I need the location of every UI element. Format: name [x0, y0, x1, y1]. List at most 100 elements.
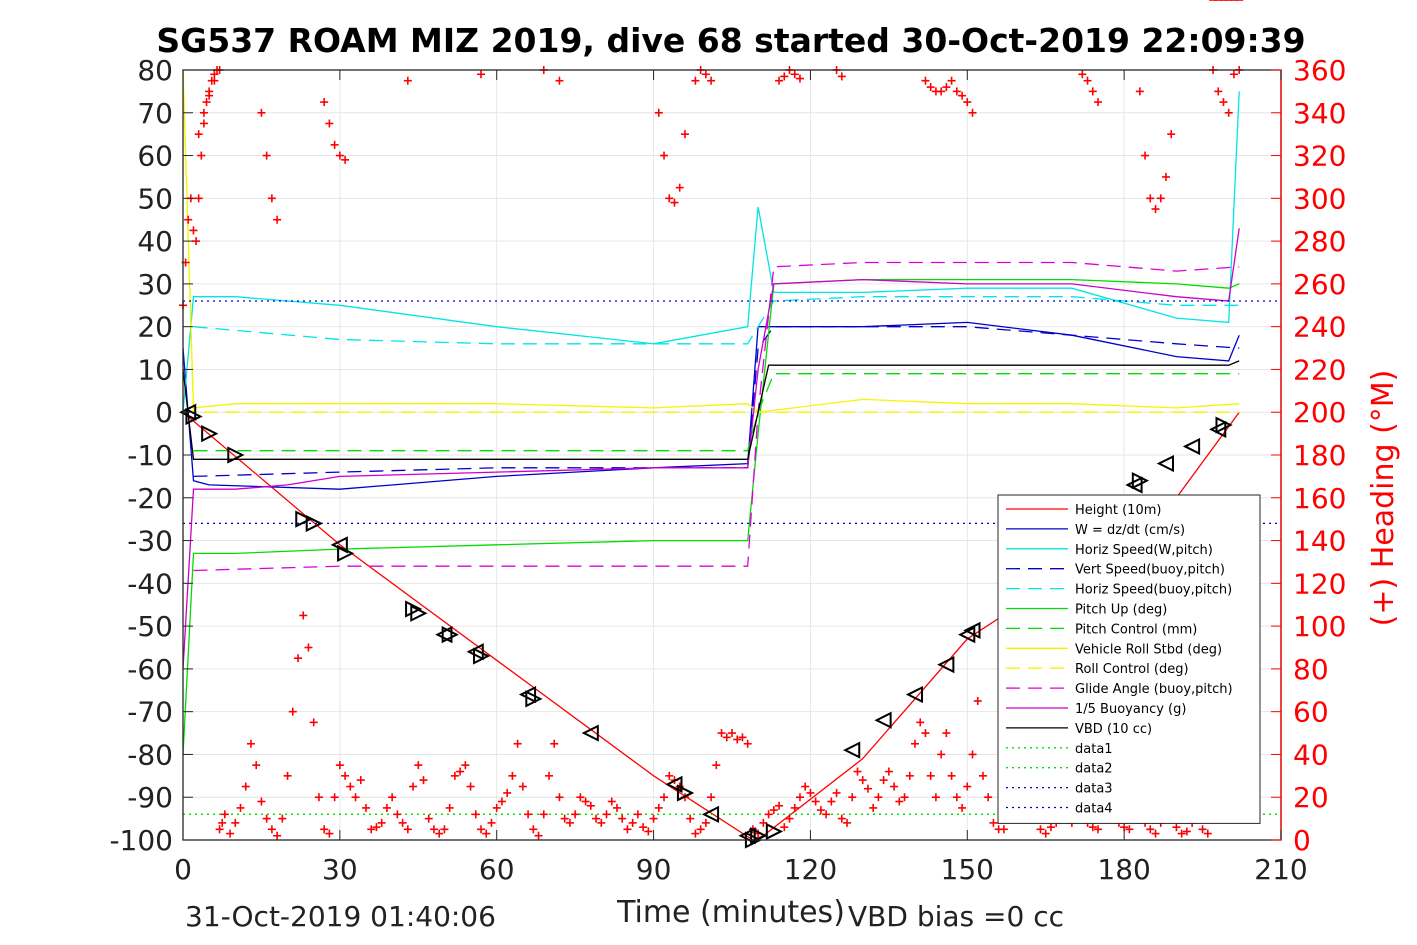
heading-marker-113	[728, 729, 736, 738]
legend-entry-2: Horiz Speed(W,pitch)	[1006, 543, 1213, 558]
y-tick-label: -20	[127, 482, 173, 515]
heading-marker-2	[184, 215, 193, 224]
heading-marker-121	[769, 806, 778, 815]
heading-upper-marker-19	[660, 151, 669, 160]
legend-entry-9: Glide Angle (buoy,pitch)	[1006, 682, 1233, 697]
legend-label: Pitch Control (mm)	[1075, 622, 1197, 637]
heading-marker-151	[926, 771, 935, 780]
heading-upper-marker-44	[968, 108, 977, 117]
heading-upper-marker-41	[952, 87, 961, 96]
footer-timestamp: 31-Oct-2019 01:40:06	[185, 900, 496, 933]
heading-marker-120	[764, 810, 773, 819]
y-right-tick-label: 240	[1293, 311, 1346, 344]
direction-marker-30	[1125, 476, 1143, 494]
heading-marker-6	[194, 194, 203, 203]
heading-marker-39	[341, 771, 350, 780]
heading-marker-55	[424, 814, 433, 823]
heading-marker-54	[419, 776, 428, 785]
heading-marker-60	[450, 771, 459, 780]
heading-marker-194	[1151, 829, 1160, 838]
heading-marker-165	[999, 825, 1008, 834]
heading-marker-198	[1172, 823, 1181, 832]
heading-marker-143	[884, 767, 893, 776]
heading-marker-8	[199, 119, 208, 128]
y-right-tick-label: 0	[1293, 824, 1311, 857]
direction-marker-32	[1156, 454, 1174, 473]
y-tick-label: -40	[127, 567, 173, 600]
heading-marker-86	[586, 801, 595, 810]
heading-marker-84	[576, 793, 585, 802]
heading-marker-108	[701, 818, 710, 827]
heading-upper-marker-52	[1151, 205, 1160, 214]
heading-upper-marker-59	[1224, 108, 1233, 117]
heading-marker-74	[524, 810, 533, 819]
direction-marker-7	[337, 544, 355, 563]
direction-marker-25	[874, 711, 892, 729]
heading-marker-65	[477, 825, 486, 834]
heading-marker-132	[827, 797, 836, 806]
heading-marker-89	[602, 810, 611, 819]
legend-label: data1	[1075, 742, 1113, 757]
legend-entry-10: 1/5 Buoyancy (g)	[1006, 702, 1186, 717]
heading-marker-109	[707, 793, 716, 802]
heading-marker-144	[890, 782, 899, 791]
direction-marker-8	[405, 600, 423, 618]
legend-entry-0: Height (10m)	[1006, 503, 1161, 518]
heading-marker-78	[545, 771, 553, 780]
heading-marker-68	[492, 803, 501, 812]
direction-marker-23	[765, 822, 784, 841]
heading-marker-95	[633, 810, 642, 819]
legend-label: 1/5 Buoyancy (g)	[1075, 702, 1186, 717]
heading-upper-marker-42	[958, 91, 967, 100]
heading-upper-marker-54	[1161, 172, 1170, 181]
heading-marker-62	[461, 761, 470, 770]
y-tick-label: -80	[127, 738, 173, 771]
y-tick-label: 50	[137, 182, 173, 215]
heading-marker-136	[848, 793, 857, 802]
heading-marker-20	[241, 782, 250, 791]
heading-marker-91	[612, 803, 621, 812]
legend-entry-4: Horiz Speed(buoy,pitch)	[1006, 583, 1232, 598]
heading-upper-marker-5	[257, 108, 266, 117]
direction-marker-12	[466, 643, 484, 661]
direction-marker-15	[525, 690, 543, 708]
heading-marker-163	[989, 818, 998, 827]
heading-marker-44	[367, 825, 376, 834]
direction-marker-33	[1182, 437, 1201, 456]
legend-label: Roll Control (deg)	[1075, 662, 1189, 677]
heading-marker-98	[649, 814, 658, 823]
heading-upper-marker-51	[1146, 194, 1155, 203]
heading-marker-204	[1203, 829, 1212, 838]
x-tick-label: 120	[784, 853, 837, 886]
y-tick-label: -60	[127, 653, 173, 686]
heading-upper-marker-11	[330, 140, 339, 149]
heading-marker-130	[816, 806, 825, 815]
legend-entry-8: Roll Control (deg)	[1006, 662, 1189, 677]
x-tick-label: 210	[1254, 853, 1307, 886]
heading-marker-150	[921, 729, 930, 738]
heading-marker-147	[905, 771, 914, 780]
legend-entry-11: VBD (10 cc)	[1006, 722, 1152, 737]
y-tick-label: 70	[137, 97, 173, 130]
legend-entry-12: data1	[1006, 742, 1113, 757]
heading-marker-100	[660, 793, 669, 802]
heading-marker-42	[356, 776, 365, 785]
heading-marker-127	[801, 782, 810, 791]
heading-marker-47	[382, 803, 391, 812]
heading-marker-56	[429, 825, 438, 834]
y-right-tick-label: 100	[1293, 610, 1346, 643]
heading-marker-15	[218, 818, 227, 827]
series-line-5	[182, 278, 1240, 755]
y-right-tick-label: 40	[1293, 738, 1329, 771]
heading-marker-137	[853, 767, 862, 776]
heading-upper-marker-45	[1078, 70, 1087, 79]
direction-marker-27	[937, 655, 955, 674]
direction-marker-2	[201, 424, 219, 443]
heading-marker-46	[377, 818, 386, 827]
heading-marker-72	[513, 739, 522, 748]
heading-marker-106	[691, 829, 700, 838]
heading-marker-40	[346, 782, 355, 791]
legend-label: Vehicle Roll Stbd (deg)	[1075, 642, 1222, 657]
heading-marker-101	[665, 771, 674, 780]
heading-marker-140	[869, 803, 878, 812]
